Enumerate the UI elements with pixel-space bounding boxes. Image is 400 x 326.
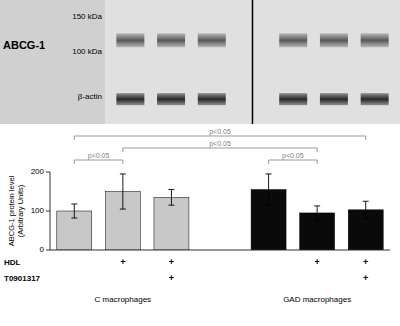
y-axis-label: ABCG-1 protein level(Arbitrary Units) <box>7 175 25 246</box>
error-bar <box>314 206 320 220</box>
condition-mark: + <box>120 257 125 267</box>
condition-mark: + <box>169 257 174 267</box>
blot-image <box>105 0 400 124</box>
y-tick <box>46 250 50 251</box>
error-bar <box>168 190 174 206</box>
marker-label: 100 kDa <box>72 47 102 56</box>
loading-control-label: β-actin <box>78 92 102 101</box>
condition-mark: + <box>363 273 368 283</box>
blot-panel: ABCG-1 150 kDa 100 kDa β-actin <box>0 0 400 124</box>
blot-band <box>198 33 226 47</box>
x-axis <box>50 250 390 251</box>
blot-band <box>361 33 389 47</box>
y-tick-label: 200 <box>31 167 45 176</box>
bar <box>154 197 189 250</box>
annotation: p<0.05 <box>209 128 231 136</box>
marker-label: 150 kDa <box>72 12 102 21</box>
annotation: p<0.05 <box>88 152 110 160</box>
plot-area <box>57 174 383 250</box>
blot-band <box>320 33 348 47</box>
blot-band <box>361 93 389 105</box>
group-label: C macrophages <box>95 295 151 304</box>
significance-bracket <box>74 136 365 140</box>
significance-bracket <box>269 160 318 164</box>
condition-mark: + <box>315 257 320 267</box>
blot-band <box>116 93 144 105</box>
blot-band <box>320 93 348 105</box>
error-bar <box>71 204 77 218</box>
annotation: p<0.05 <box>282 152 304 160</box>
error-bar <box>266 174 272 205</box>
blot-band <box>157 93 185 105</box>
blot-band <box>157 33 185 47</box>
blot-band <box>198 93 226 105</box>
y-tick <box>46 211 50 212</box>
blot-label-area <box>0 0 105 124</box>
condition-label: HDL <box>4 258 21 267</box>
annotation: p<0.05 <box>209 140 231 148</box>
condition-label: T0901317 <box>4 274 41 283</box>
y-tick-label: 100 <box>31 206 45 215</box>
blot-label: ABCG-1 <box>3 39 45 51</box>
group-label: GAD macrophages <box>283 295 351 304</box>
condition-mark: + <box>363 257 368 267</box>
blot-band <box>116 33 144 47</box>
error-bar <box>363 201 369 218</box>
figure: ABCG-1 150 kDa 100 kDa β-actin 0 100 200 ABCG-1… <box>0 0 400 326</box>
blot-divider <box>252 0 254 124</box>
blot-band <box>279 93 307 105</box>
error-bar <box>120 174 126 209</box>
blot-band <box>279 33 307 47</box>
y-tick-label: 0 <box>40 245 45 254</box>
y-tick <box>46 172 50 173</box>
significance-bracket <box>74 160 123 164</box>
condition-mark: + <box>169 273 174 283</box>
